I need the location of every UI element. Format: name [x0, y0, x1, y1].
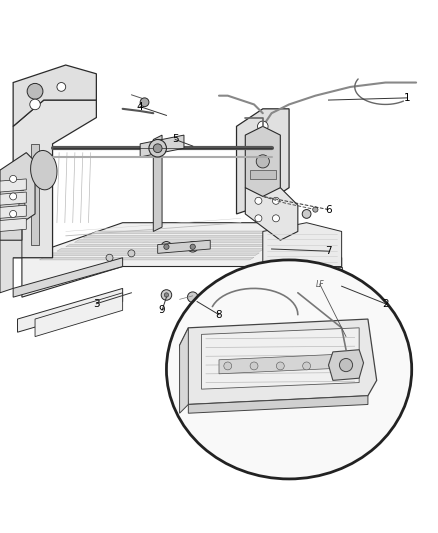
Circle shape — [187, 292, 198, 302]
Polygon shape — [250, 170, 276, 179]
Polygon shape — [74, 240, 275, 243]
Polygon shape — [328, 350, 364, 381]
Text: 8: 8 — [215, 310, 223, 320]
Polygon shape — [0, 152, 35, 240]
Circle shape — [153, 144, 162, 152]
Ellipse shape — [31, 150, 57, 190]
Polygon shape — [263, 266, 342, 293]
Circle shape — [149, 140, 166, 157]
Text: 7: 7 — [325, 246, 332, 256]
Polygon shape — [180, 328, 188, 413]
Text: 3: 3 — [93, 298, 100, 309]
Circle shape — [302, 209, 311, 219]
Polygon shape — [188, 395, 368, 413]
Polygon shape — [140, 135, 184, 157]
Polygon shape — [18, 288, 123, 332]
Polygon shape — [22, 223, 342, 297]
Circle shape — [329, 362, 337, 370]
Polygon shape — [57, 248, 265, 251]
Circle shape — [339, 359, 353, 372]
Circle shape — [272, 197, 279, 204]
Circle shape — [224, 362, 232, 370]
Text: 6: 6 — [325, 205, 332, 215]
Polygon shape — [245, 188, 298, 240]
Polygon shape — [48, 253, 259, 255]
Circle shape — [30, 99, 40, 110]
Polygon shape — [35, 293, 123, 336]
Circle shape — [276, 362, 284, 370]
Circle shape — [161, 290, 172, 300]
Circle shape — [303, 362, 311, 370]
Polygon shape — [0, 209, 22, 293]
Circle shape — [161, 241, 172, 252]
Circle shape — [255, 215, 262, 222]
Polygon shape — [39, 257, 254, 260]
Polygon shape — [0, 219, 26, 231]
Polygon shape — [0, 179, 26, 192]
Text: 2: 2 — [382, 298, 389, 309]
Polygon shape — [66, 244, 270, 247]
Circle shape — [27, 84, 43, 99]
Circle shape — [250, 362, 258, 370]
Circle shape — [10, 175, 17, 182]
Polygon shape — [237, 109, 289, 214]
Text: 9: 9 — [159, 305, 166, 316]
Circle shape — [190, 244, 195, 249]
Polygon shape — [245, 126, 280, 197]
Circle shape — [255, 197, 262, 204]
Circle shape — [57, 83, 66, 91]
Polygon shape — [83, 236, 280, 238]
Circle shape — [258, 147, 268, 158]
Circle shape — [128, 250, 135, 257]
Circle shape — [140, 98, 149, 107]
Polygon shape — [180, 319, 377, 405]
Polygon shape — [92, 231, 286, 233]
Polygon shape — [158, 240, 210, 253]
Circle shape — [19, 220, 25, 226]
Circle shape — [187, 241, 198, 252]
Circle shape — [164, 244, 169, 249]
Polygon shape — [201, 328, 359, 389]
Circle shape — [272, 215, 279, 222]
Circle shape — [258, 121, 268, 132]
Polygon shape — [13, 100, 96, 258]
Polygon shape — [153, 135, 162, 231]
Polygon shape — [13, 258, 123, 297]
Circle shape — [10, 211, 17, 217]
Text: 5: 5 — [172, 134, 179, 144]
Ellipse shape — [166, 260, 412, 479]
Polygon shape — [0, 192, 26, 205]
Polygon shape — [0, 205, 26, 219]
Text: LF: LF — [315, 279, 324, 288]
Text: 1: 1 — [404, 93, 411, 103]
Polygon shape — [219, 354, 342, 374]
Circle shape — [10, 193, 17, 200]
Circle shape — [106, 254, 113, 261]
Polygon shape — [263, 223, 342, 266]
Circle shape — [19, 202, 25, 208]
Circle shape — [313, 207, 318, 212]
Polygon shape — [13, 65, 96, 126]
Circle shape — [19, 184, 25, 191]
Text: 4: 4 — [137, 102, 144, 111]
Circle shape — [164, 293, 169, 297]
Polygon shape — [31, 144, 39, 245]
Circle shape — [256, 155, 269, 168]
